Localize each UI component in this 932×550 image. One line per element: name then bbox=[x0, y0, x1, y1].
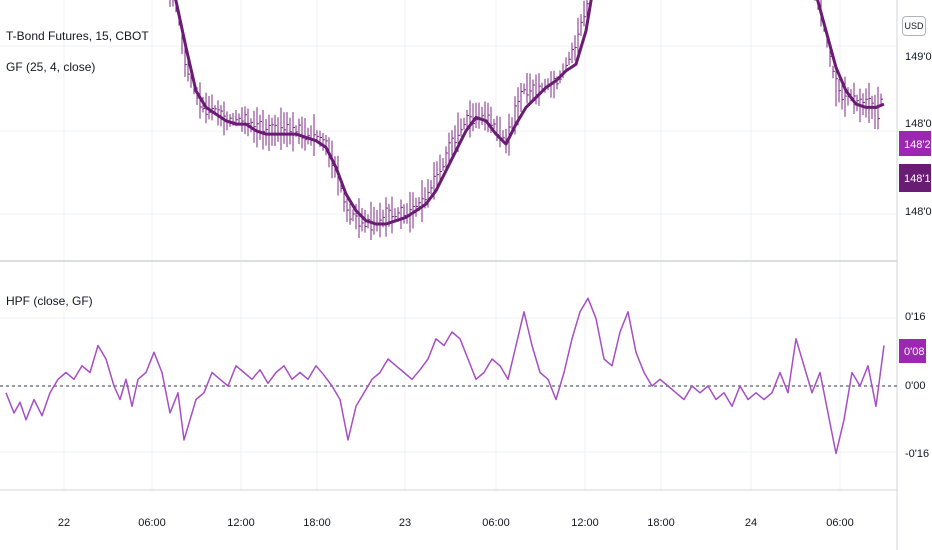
currency-button[interactable]: USD bbox=[902, 16, 926, 36]
time-label: 18:00 bbox=[647, 517, 675, 529]
gf-line bbox=[174, 0, 885, 226]
hpf-legend[interactable]: HPF (close, GF) bbox=[6, 294, 93, 308]
time-label: 23 bbox=[399, 517, 411, 529]
price-tick: 149'00 bbox=[905, 51, 932, 63]
grid-lines bbox=[0, 0, 897, 490]
hpf-value-tag-text: 0'08 bbox=[904, 346, 924, 358]
time-label: 18:00 bbox=[303, 517, 331, 529]
last-price-tag-text: 148'26 bbox=[904, 139, 932, 151]
time-label: 12:00 bbox=[571, 517, 599, 529]
hpf-tick: 0'16 bbox=[905, 311, 925, 323]
time-label: 06:00 bbox=[482, 517, 510, 529]
hpf-line bbox=[5, 297, 885, 455]
time-label: 12:00 bbox=[227, 517, 255, 529]
time-label: 06:00 bbox=[826, 517, 854, 529]
hpf-tick: -0'16 bbox=[905, 448, 929, 460]
hpf-value-tag bbox=[899, 339, 926, 363]
time-label: 24 bbox=[745, 517, 757, 529]
time-axis[interactable]: 22 06:00 12:00 18:00 23 06:00 12:00 18:00 24 06:0… bbox=[58, 517, 854, 529]
time-label: 06:00 bbox=[138, 517, 166, 529]
price-bars bbox=[169, 0, 883, 240]
hpf-tick: 0'00 bbox=[905, 380, 925, 392]
price-tick: 148'08 bbox=[905, 118, 932, 130]
symbol-title[interactable]: T-Bond Futures, 15, CBOT bbox=[6, 29, 149, 43]
gf-value-tag-text: 148'18 bbox=[904, 173, 932, 185]
gf-value-tag bbox=[899, 164, 931, 192]
gf-legend[interactable]: GF (25, 4, close) bbox=[6, 60, 95, 74]
last-price-tag bbox=[899, 131, 931, 156]
price-tick: 148'00 bbox=[905, 206, 932, 218]
time-label: 22 bbox=[58, 517, 70, 529]
